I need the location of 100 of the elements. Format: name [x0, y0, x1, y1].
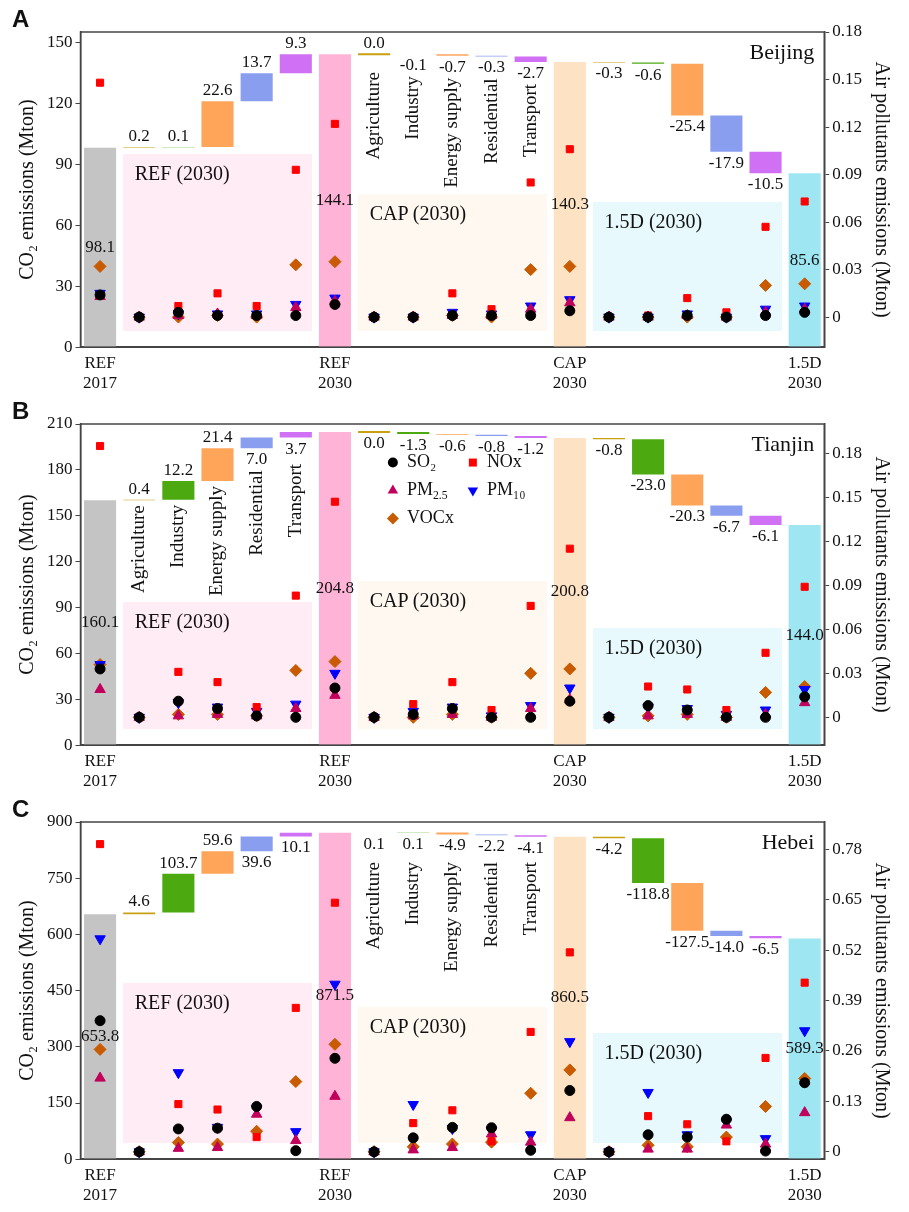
y2-tick-label: 0.09: [832, 574, 862, 594]
y2-tick-label: 0.12: [832, 116, 862, 136]
y2-axis-title: Air pollutants emissions (Mton): [870, 456, 894, 713]
data-label: 204.8: [315, 578, 355, 598]
y2-tick-label: 0.26: [832, 1040, 862, 1060]
y-tick-label: 90: [55, 153, 73, 173]
x-tick-label: CAP 2030: [552, 352, 587, 393]
data-label: 10.1: [280, 837, 311, 857]
annotation: Residential: [479, 862, 501, 948]
data-label: -0.3: [478, 57, 505, 77]
data-label: -1.3: [399, 434, 427, 454]
y2-tick-label: 0.39: [832, 989, 862, 1009]
annotation: Residential: [479, 78, 501, 164]
data-label: 22.6: [202, 80, 233, 100]
shaded-panel: CAP (2030): [357, 1006, 548, 1144]
annotation: CAP (2030): [369, 201, 467, 225]
y-axis-title: CO₂ emissions (Mton): [15, 900, 39, 1081]
y-tick-label: 750: [47, 867, 73, 887]
y2-tick-label: 0.03: [832, 662, 862, 682]
shaded-panel: CAP (2030): [357, 193, 548, 332]
y-tick-label: 450: [47, 980, 73, 1000]
y-tick-label: 60: [55, 214, 73, 234]
y-tick-label: 150: [47, 505, 73, 525]
y2-tick-label: 0.06: [832, 211, 862, 231]
y-tick-label: 120: [47, 92, 73, 112]
data-label: 0.0: [363, 33, 385, 53]
shaded-panel: 1.5D (2030): [592, 201, 782, 332]
legend-label: PM₁₀: [486, 479, 526, 500]
y-axis-title: CO₂ emissions (Mton): [15, 99, 39, 280]
annotation: 1.5D (2030): [604, 209, 703, 233]
annotation: Transport: [518, 83, 540, 158]
data-label: -4.9: [438, 835, 466, 855]
data-label: 589.3: [785, 1038, 824, 1058]
annotation: Energy supply: [205, 485, 227, 596]
x-tick-label: REF 2030: [317, 352, 352, 393]
shaded-panel: REF (2030): [122, 982, 313, 1144]
legend-label: VOCx: [406, 507, 454, 528]
data-label: -23.0: [630, 475, 666, 495]
data-label: 12.2: [163, 460, 194, 480]
y-tick-label: 90: [55, 597, 73, 617]
data-label: -0.8: [595, 440, 623, 460]
data-label: 144.0: [785, 624, 824, 644]
data-label: 144.1: [315, 190, 355, 210]
shaded-panel: CAP (2030): [357, 580, 548, 730]
data-label: 140.3: [550, 194, 589, 214]
annotation: Agriculture: [127, 505, 149, 593]
data-label: 98.1: [85, 236, 115, 256]
shaded-panel: REF (2030): [122, 602, 313, 730]
y2-tick-label: 0.09: [832, 164, 862, 184]
annotation: Industry: [166, 504, 188, 569]
y-tick-label: 150: [47, 31, 73, 51]
data-label: -0.1: [399, 55, 427, 75]
y2-tick-label: 0: [832, 706, 841, 726]
data-label: 85.6: [789, 249, 820, 269]
data-label: 59.6: [202, 830, 233, 850]
data-label: 9.3: [285, 33, 307, 53]
y-tick-label: 150: [47, 1092, 73, 1112]
data-label: 13.7: [241, 52, 273, 72]
annotation: Agriculture: [362, 72, 384, 160]
data-label: -6.7: [712, 516, 741, 536]
annotation: REF (2030): [134, 609, 230, 633]
y2-tick-label: 0.06: [832, 618, 862, 638]
data-label: -0.6: [634, 64, 662, 84]
y2-tick-label: 0.15: [832, 486, 862, 506]
data-label: -1.2: [517, 438, 545, 458]
annotation: Energy supply: [440, 77, 462, 188]
data-label: -2.2: [478, 836, 505, 856]
y-tick-label: 210: [47, 413, 73, 433]
data-label: 0.1: [402, 833, 424, 853]
y2-tick-label: 0.13: [832, 1090, 862, 1110]
data-label: 0.1: [363, 833, 385, 853]
y2-tick-label: 0: [832, 1141, 841, 1161]
y-tick-label: 30: [55, 275, 73, 295]
data-label: -6.1: [752, 526, 779, 546]
y-tick-label: 900: [47, 811, 73, 831]
y2-tick-label: 0.78: [832, 838, 862, 858]
y-tick-label: 0: [64, 1148, 73, 1168]
annotation: Residential: [244, 470, 266, 556]
annotation: Agriculture: [362, 862, 384, 950]
x-tick-label: CAP 2030: [552, 750, 587, 791]
annotation: Transport: [283, 463, 305, 538]
data-label: -118.8: [626, 883, 670, 903]
data-label: 0.1: [167, 126, 189, 146]
data-label: 103.7: [159, 852, 198, 872]
data-label: 0.2: [128, 126, 150, 146]
annotation: Hebei: [761, 828, 815, 854]
annotation: Tianjin: [751, 430, 815, 456]
y-tick-label: 30: [55, 688, 73, 708]
y-tick-label: 180: [47, 459, 73, 479]
x-tick-label: REF 2030: [317, 1164, 352, 1205]
data-label: 653.8: [80, 1026, 120, 1046]
chart-title: B: [12, 396, 30, 424]
data-label: -25.4: [669, 116, 706, 136]
y-tick-label: 120: [47, 551, 73, 571]
data-label: -0.7: [438, 56, 467, 76]
data-label: -0.3: [595, 63, 623, 83]
y-tick-label: 60: [55, 642, 73, 662]
x-tick-label: REF 2017: [83, 352, 118, 393]
y2-tick-label: 0.03: [832, 259, 862, 279]
data-label: -17.9: [708, 152, 745, 172]
